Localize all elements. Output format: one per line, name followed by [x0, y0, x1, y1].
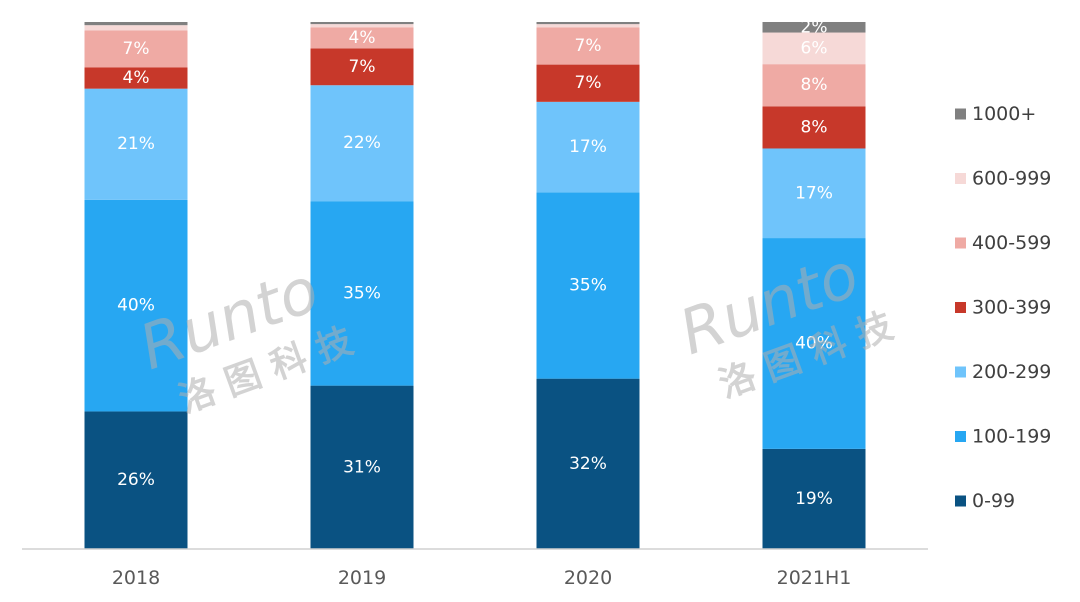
x-tick-label-2021h1: 2021H1: [777, 567, 852, 589]
bar-2018-1000: [84, 22, 188, 26]
data-label-2021h1-100-199: 40%: [795, 333, 833, 353]
x-tick-label-2019: 2019: [338, 567, 386, 589]
legend-item-400-599: 400-599: [955, 232, 1051, 254]
data-label-2020-300-399: 7%: [575, 73, 602, 93]
legend-label-300-399: 300-399: [972, 297, 1051, 319]
legend-item-0-99: 0-99: [955, 490, 1015, 512]
legend-swatch-600-999: [955, 173, 966, 184]
legend-label-100-199: 100-199: [972, 426, 1051, 448]
data-label-2019-300-399: 7%: [349, 57, 376, 77]
bar-2019-200-299: [310, 85, 414, 202]
bar-2021h1-100-199: [762, 238, 866, 449]
legend-item-100-199: 100-199: [955, 426, 1051, 448]
data-label-2021h1-0-99: 19%: [795, 489, 833, 509]
x-tick-labels-group: 2018 2019 2020 2021H1: [112, 567, 852, 589]
data-label-2018-0-99: 26%: [117, 470, 155, 490]
bar-2019-100-199: [310, 201, 414, 386]
data-label-2018-300-399: 4%: [123, 68, 150, 88]
legend-swatch-300-399: [955, 302, 966, 313]
data-label-2021h1-200-299: 17%: [795, 183, 833, 203]
bar-2021h1-0-99: [762, 448, 866, 549]
legend-item-200-299: 200-299: [955, 361, 1051, 383]
data-label-2021h1-600-999: 6%: [801, 38, 828, 58]
bar-2019-0-99: [310, 385, 414, 549]
x-tick-label-2020: 2020: [564, 567, 612, 589]
data-label-2020-100-199: 35%: [569, 276, 607, 296]
bar-2021h1-1000: [762, 22, 866, 33]
data-label-2019-0-99: 31%: [343, 457, 381, 477]
bars-group: [84, 22, 866, 549]
legend-label-1000: 1000+: [972, 103, 1036, 125]
legend-swatch-400-599: [955, 237, 966, 249]
bar-2018-0-99: [84, 411, 188, 549]
legend-label-200-299: 200-299: [972, 361, 1051, 383]
bar-2018-200-299: [84, 88, 188, 200]
data-label-2021h1-1000: 2%: [801, 17, 828, 37]
segment-labels-group: 26% 40% 21% 4% 7% 31% 35% 22% 7% 4% 32% 35% 17% 7% 7% 1…: [117, 17, 833, 509]
bar-2020-0-99: [536, 378, 640, 549]
bar-2020-100-199: [536, 192, 640, 379]
bar-2018-400-599: [84, 30, 188, 68]
data-label-2020-400-599: 7%: [575, 36, 602, 56]
legend-label-400-599: 400-599: [972, 232, 1051, 254]
legend-label-600-999: 600-999: [972, 168, 1051, 190]
bar-2019-600-999: [310, 24, 414, 28]
data-label-2020-0-99: 32%: [569, 454, 607, 474]
legend-item-300-399: 300-399: [955, 297, 1051, 319]
data-label-2020-200-299: 17%: [569, 137, 607, 157]
data-label-2019-200-299: 22%: [343, 133, 381, 153]
data-label-2018-400-599: 7%: [123, 39, 150, 59]
legend-swatch-1000: [955, 108, 966, 120]
legend-label-0-99: 0-99: [972, 490, 1015, 512]
bar-2018-300-399: [84, 67, 188, 89]
data-label-2021h1-300-399: 8%: [801, 117, 828, 137]
bar-2021h1-400-599: [762, 64, 866, 107]
bar-2021h1-600-999: [762, 32, 866, 65]
bar-2018-100-199: [84, 199, 188, 412]
legend-swatch-0-99: [955, 495, 966, 507]
bar-2020-400-599: [536, 27, 640, 65]
legend-swatch-100-199: [955, 431, 966, 442]
bar-2018-600-999: [84, 25, 188, 31]
data-label-2019-100-199: 35%: [343, 283, 381, 303]
bar-2019-300-399: [310, 48, 414, 86]
bar-2021h1-200-299: [762, 148, 866, 239]
bar-2020-300-399: [536, 64, 640, 102]
legend-item-1000: 1000+: [955, 103, 1036, 125]
bar-2020-600-999: [536, 24, 640, 28]
bar-2020-200-299: [536, 101, 640, 193]
bar-2020-1000: [536, 22, 640, 25]
bar-2019-400-599: [310, 27, 414, 49]
legend-swatch-200-299: [955, 366, 966, 378]
legend-item-600-999: 600-999: [955, 168, 1051, 190]
legend: 1000+ 600-999 400-599 300-399 200-299 100-199…: [955, 103, 1051, 512]
x-tick-label-2018: 2018: [112, 567, 160, 589]
data-label-2021h1-400-599: 8%: [801, 75, 828, 95]
data-label-2018-200-299: 21%: [117, 134, 155, 154]
bar-2021h1-300-399: [762, 106, 866, 149]
data-label-2019-400-599: 4%: [349, 28, 376, 48]
data-label-2018-100-199: 40%: [117, 296, 155, 316]
bar-2019-1000: [310, 22, 414, 25]
